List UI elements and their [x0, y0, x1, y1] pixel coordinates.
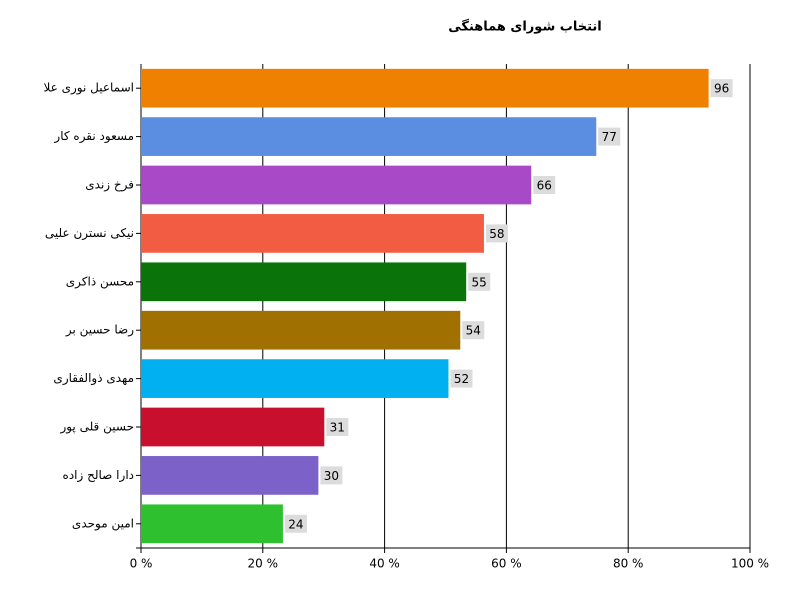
value-label-bg — [710, 79, 733, 98]
x-tick-label: 80 % — [613, 557, 644, 571]
y-tick-label: حسین قلی پور — [59, 420, 134, 435]
x-tick-label: 0 % — [130, 557, 153, 571]
bar — [141, 117, 597, 156]
bar — [141, 504, 283, 544]
value-label-bg — [598, 127, 621, 146]
y-tick-label: دارا صالح زاده — [63, 468, 134, 483]
value-label: 54 — [466, 324, 481, 338]
value-label-bg — [462, 321, 485, 340]
y-tick-label: امین موحدی — [72, 516, 134, 531]
value-label: 58 — [489, 227, 504, 241]
y-tick-label: مهدی ذوالفقاری — [53, 371, 134, 386]
y-tick-label: اسماعیل نوری علا — [43, 81, 134, 96]
value-label-bg — [326, 418, 349, 436]
value-label: 96 — [714, 82, 729, 96]
x-tick-label: 60 % — [491, 557, 522, 571]
bar — [141, 359, 449, 398]
value-label: 30 — [324, 469, 339, 483]
x-tick-label: 20 % — [248, 557, 279, 571]
bar — [141, 165, 532, 205]
value-label-bg — [450, 369, 473, 388]
value-label: 24 — [288, 517, 303, 531]
bar — [141, 407, 325, 447]
y-tick-label: فرخ زندی — [85, 178, 134, 193]
chart-title: انتخاب شورای هماهنگی — [448, 19, 601, 35]
value-label-bg — [468, 272, 491, 291]
value-label: 52 — [454, 372, 469, 386]
value-label: 55 — [472, 275, 487, 289]
bar — [141, 68, 709, 108]
y-tick-label: رضا حسین بر — [65, 323, 134, 338]
bar — [141, 310, 461, 350]
bar — [141, 262, 467, 302]
value-label: 66 — [537, 179, 552, 193]
x-tick-label: 100 % — [731, 557, 769, 571]
bar — [141, 214, 484, 253]
bar — [141, 456, 319, 495]
value-label-bg — [284, 514, 307, 533]
y-tick-label: مسعود نقره کار — [53, 129, 134, 144]
value-label-bg — [485, 224, 508, 243]
x-tick-label: 40 % — [369, 557, 400, 571]
value-label-bg — [320, 466, 343, 485]
y-tick-label: محسن ذاکری — [66, 274, 134, 289]
value-label: 31 — [330, 421, 345, 435]
y-tick-label: نیکی نسترن علیی — [45, 226, 134, 241]
value-label-bg — [533, 176, 556, 194]
value-label: 77 — [602, 130, 617, 144]
